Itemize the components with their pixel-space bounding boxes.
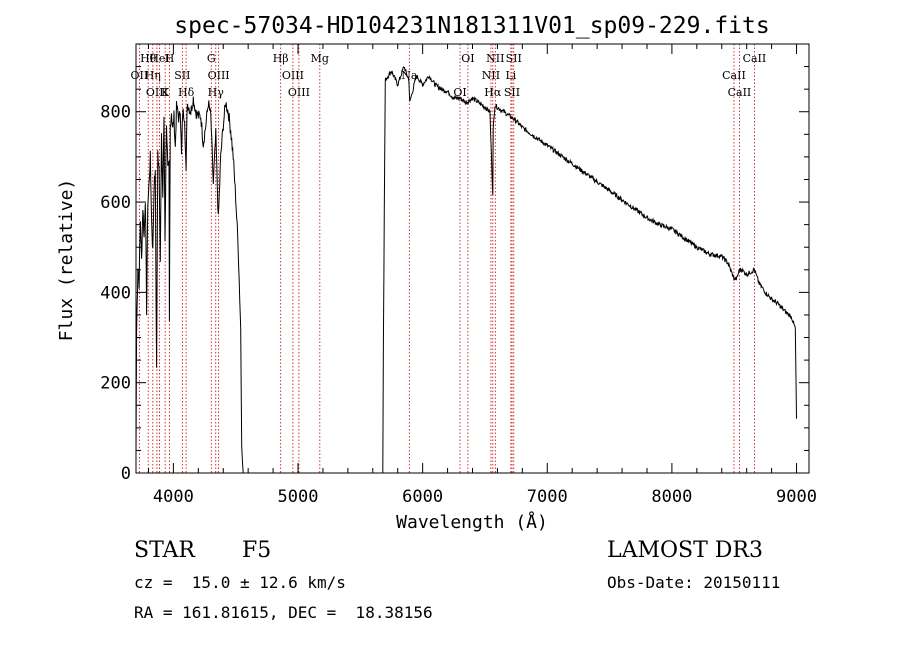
line-marker-label: OIII (282, 69, 304, 82)
line-marker-label: OIII (208, 69, 230, 82)
line-marker-label: Hη (145, 69, 161, 82)
x-axis-label: Wavelength (Å) (396, 511, 548, 533)
observation-date: Obs-Date: 20150111 (607, 573, 781, 592)
y-tick-label: 200 (100, 374, 131, 394)
line-marker-label: G (207, 52, 216, 65)
chart-title: spec-57034-HD104231N181311V01_sp09-229.f… (174, 13, 769, 39)
line-marker-label: OI (461, 52, 474, 65)
survey-name: LAMOST DR3 (607, 538, 763, 563)
line-marker-label: Hδ (178, 86, 195, 99)
line-marker-label: Mg (311, 52, 329, 65)
x-tick-label: 7000 (527, 487, 568, 507)
line-marker-label: K (161, 86, 170, 99)
object-class: STAR (134, 538, 195, 563)
line-marker-label: Li (505, 69, 516, 82)
x-axis-ticks: 4000 5000 6000 7000 8000 9000 (147, 44, 817, 507)
x-tick-label: 6000 (402, 487, 443, 507)
spectrum-series (135, 66, 797, 474)
line-marker-label: CaII (722, 69, 746, 82)
line-marker-label: Na (401, 69, 418, 82)
line-marker-label: SII (504, 86, 520, 99)
line-marker-label: OIII (288, 86, 310, 99)
line-marker-label: HeI (149, 52, 169, 65)
line-marker-label: Hα (484, 86, 502, 99)
line-marker-label: OIII (146, 86, 168, 99)
y-tick-label: 0 (121, 464, 131, 484)
coordinates-readout: RA = 161.81615, DEC = 18.38156 (134, 603, 433, 622)
x-tick-label: 4000 (153, 487, 194, 507)
line-marker-label: OII (131, 69, 149, 82)
line-marker-label: H (165, 52, 175, 65)
y-axis-ticks: 0 200 400 600 800 (100, 66, 809, 484)
line-marker-label: NII (482, 69, 500, 82)
line-marker-labels: Hθ OII OIII HeI HηK H SII Hδ G OIII Hγ Hβ OIII OIII Mg… (131, 52, 767, 99)
spectrum-line (135, 66, 797, 474)
x-tick-label: 5000 (278, 487, 319, 507)
line-marker-label: SII (506, 52, 522, 65)
y-tick-label: 400 (100, 283, 131, 303)
y-axis-label: Flux (relative) (56, 179, 77, 342)
line-marker-label: OI (453, 86, 466, 99)
x-tick-label: 9000 (776, 487, 817, 507)
line-markers (138, 44, 755, 473)
line-marker-label: CaII (743, 52, 767, 65)
line-marker-label: NII (486, 52, 504, 65)
line-marker-label: SII (174, 69, 190, 82)
line-marker-label: Hγ (208, 86, 225, 99)
y-tick-label: 600 (100, 193, 131, 213)
y-tick-label: 800 (100, 103, 131, 123)
line-marker-label: Hθ (140, 52, 157, 65)
x-tick-label: 8000 (651, 487, 692, 507)
line-marker-label: Hβ (273, 52, 289, 65)
spectral-subclass: F5 (242, 538, 272, 563)
plot-frame (135, 43, 810, 474)
redshift-readout: cz = 15.0 ± 12.6 km/s (134, 573, 346, 592)
line-marker-label: CaII (728, 86, 752, 99)
